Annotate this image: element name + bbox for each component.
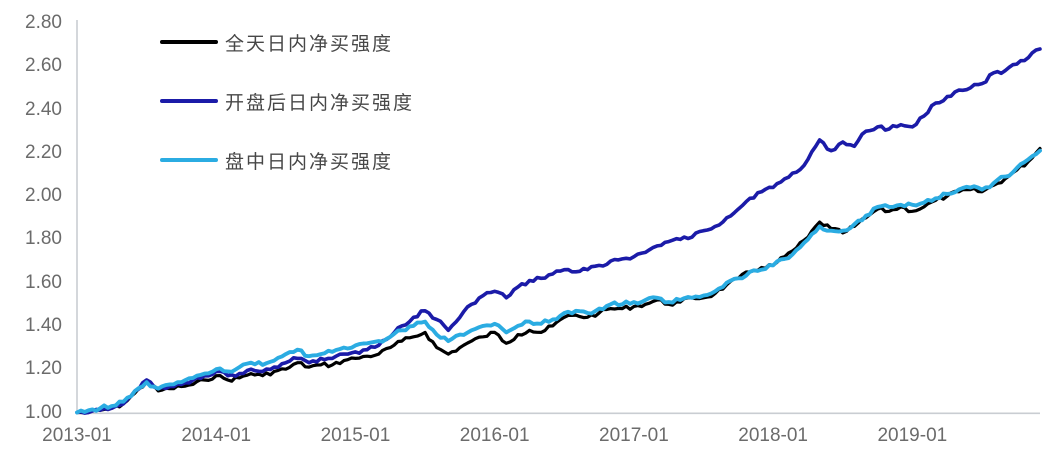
x-tick-label: 2018-01 bbox=[738, 425, 808, 446]
y-tick-label: 1.40 bbox=[25, 314, 62, 336]
legend-item-after-open: 开盘后日内净买强度 bbox=[160, 89, 415, 114]
x-tick-label: 2016-01 bbox=[459, 425, 530, 446]
legend-item-midday: 盘中日内净买强度 bbox=[160, 148, 414, 173]
series-line-2 bbox=[75, 148, 1042, 415]
legend-label-all-day: 全天日内净买强度 bbox=[225, 32, 394, 55]
y-tick-label: 2.60 bbox=[25, 55, 62, 77]
x-tick-label: 2017-01 bbox=[599, 425, 669, 446]
legend-line-swatch-black bbox=[160, 40, 218, 44]
legend-line-swatch-cyan bbox=[160, 158, 218, 162]
legend-label-after-open: 开盘后日内净买强度 bbox=[225, 91, 415, 114]
x-tick-label: 2014-01 bbox=[181, 425, 252, 446]
legend: 全天日内净买强度 开盘后日内净买强度 盘中日内净买强度 bbox=[160, 30, 414, 207]
legend-item-all-day: 全天日内净买强度 bbox=[160, 30, 414, 55]
legend-line-swatch-navy bbox=[160, 99, 218, 103]
y-tick-label: 1.00 bbox=[25, 401, 62, 423]
legend-label-midday: 盘中日内净买强度 bbox=[225, 150, 394, 173]
y-tick-label: 1.20 bbox=[25, 358, 62, 380]
y-tick-label: 2.80 bbox=[25, 12, 62, 33]
series-line-1 bbox=[75, 47, 1042, 415]
x-tick-label: 2015-01 bbox=[320, 425, 391, 446]
y-tick-label: 2.20 bbox=[25, 141, 62, 163]
y-tick-label: 1.60 bbox=[25, 271, 62, 293]
y-tick-label: 1.80 bbox=[25, 228, 62, 250]
x-tick-label: 2013-01 bbox=[42, 425, 112, 446]
y-tick-label: 2.00 bbox=[25, 185, 62, 207]
x-tick-label: 2019-01 bbox=[877, 425, 948, 446]
y-tick-label: 2.40 bbox=[25, 98, 62, 120]
